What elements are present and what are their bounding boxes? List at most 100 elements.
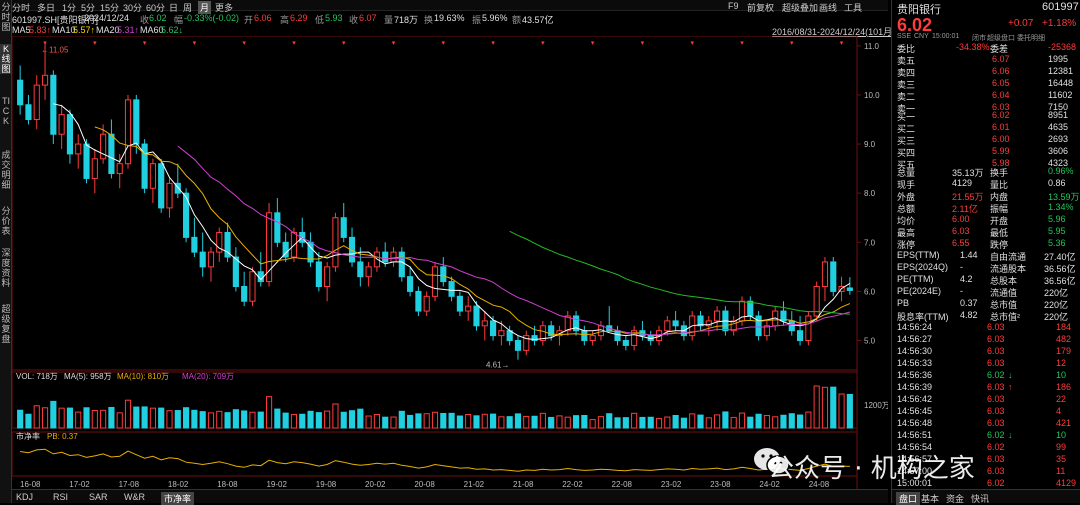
left-tab-3[interactable]: 成交明细	[1, 150, 11, 190]
period-tab-7[interactable]: 日	[169, 3, 179, 13]
fin-label: PB	[897, 298, 910, 308]
date-range-link[interactable]: 2016/08/31-2024/12/24(101月)	[772, 27, 896, 37]
tick-price: 6.03	[987, 454, 1005, 464]
candle-body	[415, 290, 422, 312]
fin-value: 0.37	[960, 298, 978, 308]
bid-volume: 3606	[1048, 146, 1069, 156]
ma60-line	[509, 230, 850, 315]
volume-bar	[606, 413, 613, 429]
indicator-tab-4[interactable]: 市净率	[161, 492, 195, 505]
panel-tab-2[interactable]: 资金	[946, 494, 965, 504]
toolbar-btn-1[interactable]: 前复权	[747, 3, 775, 13]
left-tab-2[interactable]: TICK	[2, 96, 10, 126]
stat-value: 6.00	[952, 214, 970, 224]
volume-bar	[581, 414, 588, 429]
stat-label: 量比	[990, 180, 1009, 190]
ask-row: 卖二 6.04 11602	[892, 90, 1080, 102]
stock-name: 贵阳银行	[897, 4, 941, 16]
bid-volume: 4323	[1048, 158, 1069, 168]
info-amp: 5.96%	[482, 13, 508, 23]
volume-bar	[108, 406, 115, 429]
bid-row: 买三 6.00 2693	[892, 134, 1080, 146]
price-axis-label-4: 7.0	[864, 238, 876, 247]
panel-tab-3[interactable]: 快讯	[971, 494, 990, 504]
period-tab-3[interactable]: 5分	[81, 3, 96, 13]
volume-bar	[490, 413, 497, 429]
period-tab-0[interactable]: 分时	[12, 3, 31, 13]
candle-body	[788, 320, 795, 332]
bid-row: 买四 5.99 3606	[892, 146, 1080, 158]
vol-ma5-label: MA(5): 958万	[64, 372, 112, 381]
pb-value: PB: 0.37	[47, 432, 78, 441]
bid-label: 买一	[897, 112, 916, 122]
candle-body	[755, 315, 762, 337]
toolbar-btn-0[interactable]: F9	[728, 1, 739, 11]
period-tab-4[interactable]: 15分	[100, 3, 120, 13]
time-axis-label-3: 18-02	[168, 480, 189, 489]
tick-volume: 421	[1056, 418, 1072, 428]
price-axis-label-3: 8.0	[864, 189, 876, 198]
indicator-tab-0[interactable]: KDJ	[16, 492, 34, 502]
candle-body	[456, 295, 463, 312]
volume-bar	[332, 403, 339, 429]
candle-body	[531, 335, 538, 342]
left-tab-5[interactable]: 深度资料	[1, 248, 11, 288]
volume-bar	[50, 400, 57, 429]
stock-code: 601997	[1042, 1, 1079, 13]
left-tab-0[interactable]: 分时图	[1, 2, 11, 32]
bid-row: 买五 5.98 4323	[892, 158, 1080, 170]
ask-row: 卖五 6.07 1995	[892, 54, 1080, 66]
period-tab-9[interactable]: 月	[198, 1, 212, 14]
panel-tab-0[interactable]: 盘口	[896, 492, 921, 505]
fin-value: 4.82	[960, 310, 978, 320]
volume-bar	[257, 411, 264, 429]
ma-ma60: MA60	[140, 25, 164, 35]
toolbar-btn-4[interactable]: 工具	[844, 3, 863, 13]
ask-price: 6.05	[992, 78, 1010, 88]
left-tab-4[interactable]: 分价表	[1, 206, 11, 236]
stat-label: 涨停	[897, 240, 916, 250]
volume-bar	[539, 412, 546, 429]
fin-value: 220亿	[1044, 300, 1069, 310]
tick-time: 15:00:01	[897, 478, 933, 488]
tick-volume: 4	[1056, 406, 1062, 416]
volume-bar	[183, 407, 190, 429]
quote-sub-right[interactable]: 超级盘口 委托明细	[987, 35, 1045, 42]
panel-tab-1[interactable]: 基本	[921, 494, 940, 504]
time-axis-label-2: 17-08	[119, 480, 140, 489]
candle-body	[75, 143, 82, 155]
candle-body	[249, 271, 256, 302]
pb-line	[20, 448, 850, 472]
period-tab-8[interactable]: 周	[183, 3, 193, 13]
candle-body	[216, 231, 223, 253]
candle-body	[539, 325, 546, 342]
candle-body	[41, 74, 49, 86]
toolbar-btn-3[interactable]: 画线	[819, 3, 838, 13]
quote-sub-2: 15:00:01	[932, 33, 960, 40]
period-tab-2[interactable]: 1分	[62, 3, 77, 13]
period-tab-1[interactable]: 多日	[37, 3, 56, 13]
ask-price: 6.03	[992, 102, 1010, 112]
period-tab-5[interactable]: 30分	[123, 3, 143, 13]
info-amt: 43.57亿	[522, 15, 554, 25]
tick-volume: 22	[1056, 394, 1067, 404]
candle-body	[232, 256, 239, 288]
fin-label: 流通值	[990, 288, 1018, 298]
pb-label: 市净率	[16, 431, 40, 441]
dividend-marker: ▾	[541, 40, 545, 47]
period-tab-6[interactable]: 60分	[146, 3, 166, 13]
candle-body	[514, 340, 522, 351]
candle-body	[50, 74, 57, 135]
time-axis-label-14: 23-08	[710, 480, 731, 489]
tick-volume: 482	[1056, 334, 1072, 344]
kline-chart[interactable]: 11.0 10.0 9.0 8.0 7.0 6.0 5.0 ←11.05 4.61→ ▾ ▾ ▾ ▾ ▾ ▾…	[12, 36, 888, 501]
volume-bar	[589, 419, 596, 429]
period-tab-10[interactable]: 更多	[215, 3, 234, 13]
indicator-tab-3[interactable]: W&R	[124, 492, 145, 502]
indicator-tab-1[interactable]: RSI	[53, 492, 69, 502]
left-tab-1[interactable]: K线图	[0, 44, 12, 74]
toolbar-btn-2[interactable]: 超级叠加	[782, 3, 819, 13]
tick-price: 6.03	[987, 406, 1005, 416]
indicator-tab-2[interactable]: SAR	[89, 492, 108, 502]
left-tab-6[interactable]: 超级复盘	[1, 304, 11, 344]
